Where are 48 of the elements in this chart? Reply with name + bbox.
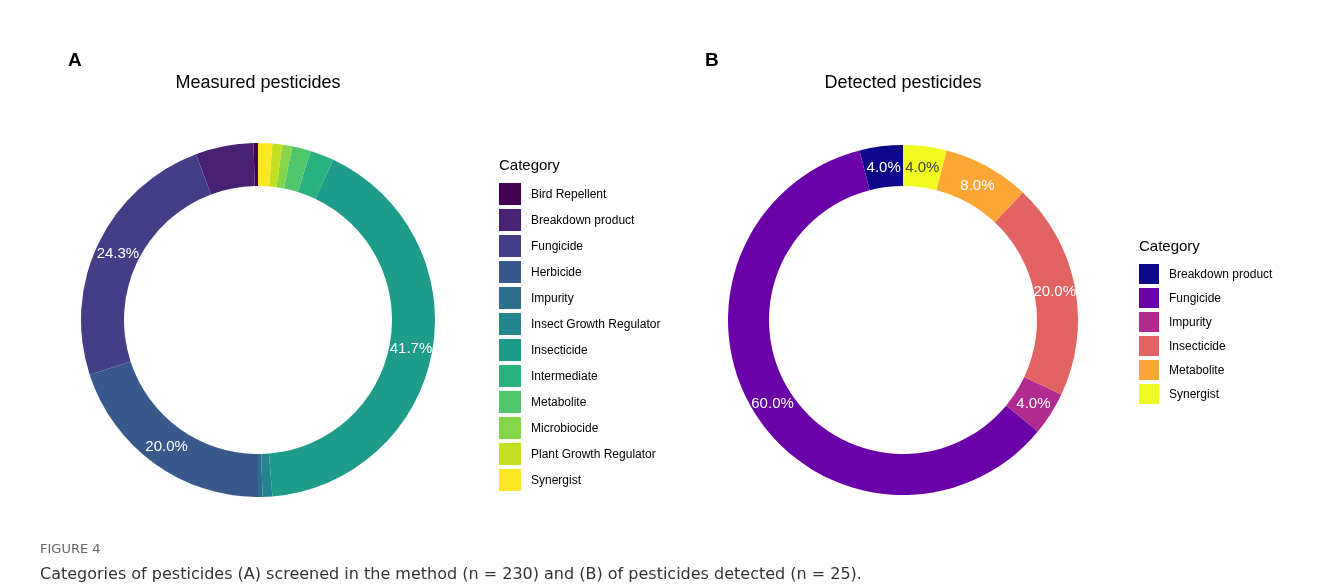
text: Categories of pesticides (A) screened in the method (n = 230) and (B) of pesticides detected (n = 25). bbox=[40, 564, 862, 583]
donut-slice bbox=[253, 143, 258, 187]
legend-label: Breakdown product bbox=[1169, 267, 1274, 282]
legend-label: Insecticide bbox=[531, 343, 589, 358]
legend-label: Intermediate bbox=[531, 369, 599, 384]
legend-label: Impurity bbox=[531, 291, 574, 306]
donut-slice bbox=[994, 192, 1078, 395]
caption: FIGURE 4 bbox=[40, 541, 101, 556]
legend-label: Metabolite bbox=[531, 395, 587, 410]
text: B bbox=[705, 49, 719, 70]
text: A bbox=[68, 49, 82, 70]
legend-title: Category bbox=[1139, 237, 1201, 254]
donut-slice bbox=[297, 150, 334, 199]
donut-slice bbox=[89, 361, 258, 497]
legend-label: Insect Growth Regulator bbox=[531, 317, 661, 332]
legend-label: Insecticide bbox=[1169, 339, 1227, 354]
data-label: 41.7% bbox=[389, 338, 433, 356]
data-label: 4.0% bbox=[866, 157, 901, 175]
data-label: 20.0% bbox=[145, 437, 188, 455]
legend-label: Fungicide bbox=[1169, 291, 1222, 306]
donut-slice bbox=[81, 154, 212, 375]
legend-label: Impurity bbox=[1169, 315, 1212, 330]
data-label: 4.0% bbox=[1016, 394, 1051, 412]
legend-label: Breakdown product bbox=[531, 213, 636, 228]
donut-slice bbox=[268, 159, 435, 497]
donut-slice bbox=[283, 146, 311, 193]
donut-slice bbox=[268, 143, 283, 188]
donut-slice bbox=[261, 453, 273, 497]
chart-title: Detected pesticides bbox=[824, 72, 982, 92]
chart-title: Measured pesticides bbox=[175, 72, 341, 92]
legend-label: Microbiocide bbox=[531, 421, 599, 436]
data-label: 8.0% bbox=[960, 175, 995, 193]
legend-label: Synergist bbox=[531, 473, 582, 488]
legend-label: Synergist bbox=[1169, 387, 1220, 402]
legend-label: Bird Repellent bbox=[531, 187, 608, 202]
legend-label: Fungicide bbox=[531, 239, 584, 254]
data-label: 60.0% bbox=[751, 394, 794, 412]
data-label: 4.0% bbox=[905, 157, 940, 175]
legend-label: Plant Growth Regulator bbox=[531, 447, 656, 462]
data-label: 20.0% bbox=[1033, 282, 1077, 300]
donut-slice bbox=[258, 143, 273, 187]
legend-label: Metabolite bbox=[1169, 363, 1225, 378]
donut-slice bbox=[195, 143, 255, 195]
data-label: 24.3% bbox=[96, 243, 140, 261]
legend-title: Category bbox=[499, 156, 561, 173]
legend-label: Herbicide bbox=[531, 265, 583, 280]
donut-slice bbox=[258, 453, 263, 497]
donut-slice bbox=[276, 144, 293, 189]
